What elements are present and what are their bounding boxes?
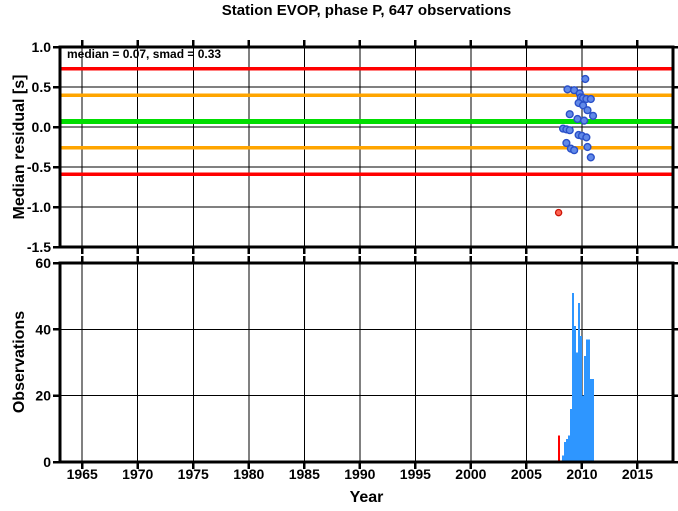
panel-border bbox=[58, 45, 675, 249]
observations-y-axis-label: Observations bbox=[11, 310, 28, 414]
x-tick-label: 1995 bbox=[400, 466, 431, 482]
y-tick-label: -1.5 bbox=[27, 239, 51, 255]
panel-border bbox=[58, 261, 675, 464]
y-tick-label: 0 bbox=[43, 454, 51, 470]
histogram-bar bbox=[567, 435, 570, 462]
histogram-bar bbox=[587, 339, 590, 462]
histogram-bar bbox=[581, 395, 584, 462]
y-tick-label: 40 bbox=[35, 321, 51, 337]
histogram-bar bbox=[591, 379, 594, 462]
histogram-bar bbox=[577, 302, 580, 462]
y-tick-label: 0.0 bbox=[32, 119, 52, 135]
scatter-point bbox=[582, 133, 591, 142]
scatter-point bbox=[578, 101, 588, 110]
y-tick-label: -1.0 bbox=[27, 199, 51, 215]
outlier-bar bbox=[557, 435, 560, 462]
y-tick-label: 60 bbox=[35, 255, 51, 271]
x-tick-label: 1985 bbox=[289, 466, 320, 482]
histogram-bar bbox=[571, 292, 574, 462]
scatter-point bbox=[565, 110, 574, 119]
x-tick-label: 1980 bbox=[233, 466, 264, 482]
histogram-bar bbox=[585, 339, 588, 462]
x-tick-label: 2010 bbox=[566, 466, 597, 482]
y-tick-label: -0.5 bbox=[27, 159, 51, 175]
scatter-point bbox=[562, 138, 571, 148]
histogram-bar bbox=[575, 352, 578, 462]
histogram-bar bbox=[583, 355, 586, 462]
scatter-point bbox=[583, 106, 592, 115]
histogram-bar bbox=[569, 408, 572, 462]
x-tick-label: 2005 bbox=[511, 466, 542, 482]
scatter-point bbox=[563, 85, 572, 94]
y-tick-label: 1.0 bbox=[32, 39, 52, 55]
scatter-point bbox=[586, 153, 595, 162]
histogram-bar bbox=[565, 438, 568, 462]
x-tick-label: 1975 bbox=[178, 466, 209, 482]
scatter-point bbox=[586, 94, 595, 104]
histogram-bar bbox=[579, 335, 582, 462]
x-tick-label: 1965 bbox=[67, 466, 98, 482]
scatter-point bbox=[581, 74, 590, 84]
scatter-point bbox=[588, 111, 598, 120]
histogram-bar bbox=[573, 326, 576, 462]
scatter-point bbox=[570, 146, 579, 155]
x-axis-label: Year bbox=[349, 489, 384, 506]
x-tick-label: 1970 bbox=[122, 466, 153, 482]
chart-title: Station EVOP, phase P, 647 observations bbox=[221, 2, 512, 19]
scatter-point bbox=[580, 116, 589, 125]
histogram-bar bbox=[589, 379, 592, 462]
x-tick-label: 2015 bbox=[622, 466, 653, 482]
y-tick-label: 0.5 bbox=[32, 79, 52, 95]
scatter-point bbox=[583, 142, 592, 152]
histogram-bar bbox=[563, 442, 566, 462]
scatter-point bbox=[565, 126, 574, 135]
residual-y-axis-label: Median residual [s] bbox=[11, 74, 28, 220]
histogram-bar bbox=[561, 455, 564, 462]
scatter-point bbox=[573, 114, 582, 124]
outlier-point bbox=[554, 208, 563, 217]
y-tick-label: 20 bbox=[35, 388, 51, 404]
x-tick-label: 2000 bbox=[455, 466, 486, 482]
median-smad-annotation: median = 0.07, smad = 0.33 bbox=[67, 47, 222, 61]
x-tick-label: 1990 bbox=[344, 466, 375, 482]
